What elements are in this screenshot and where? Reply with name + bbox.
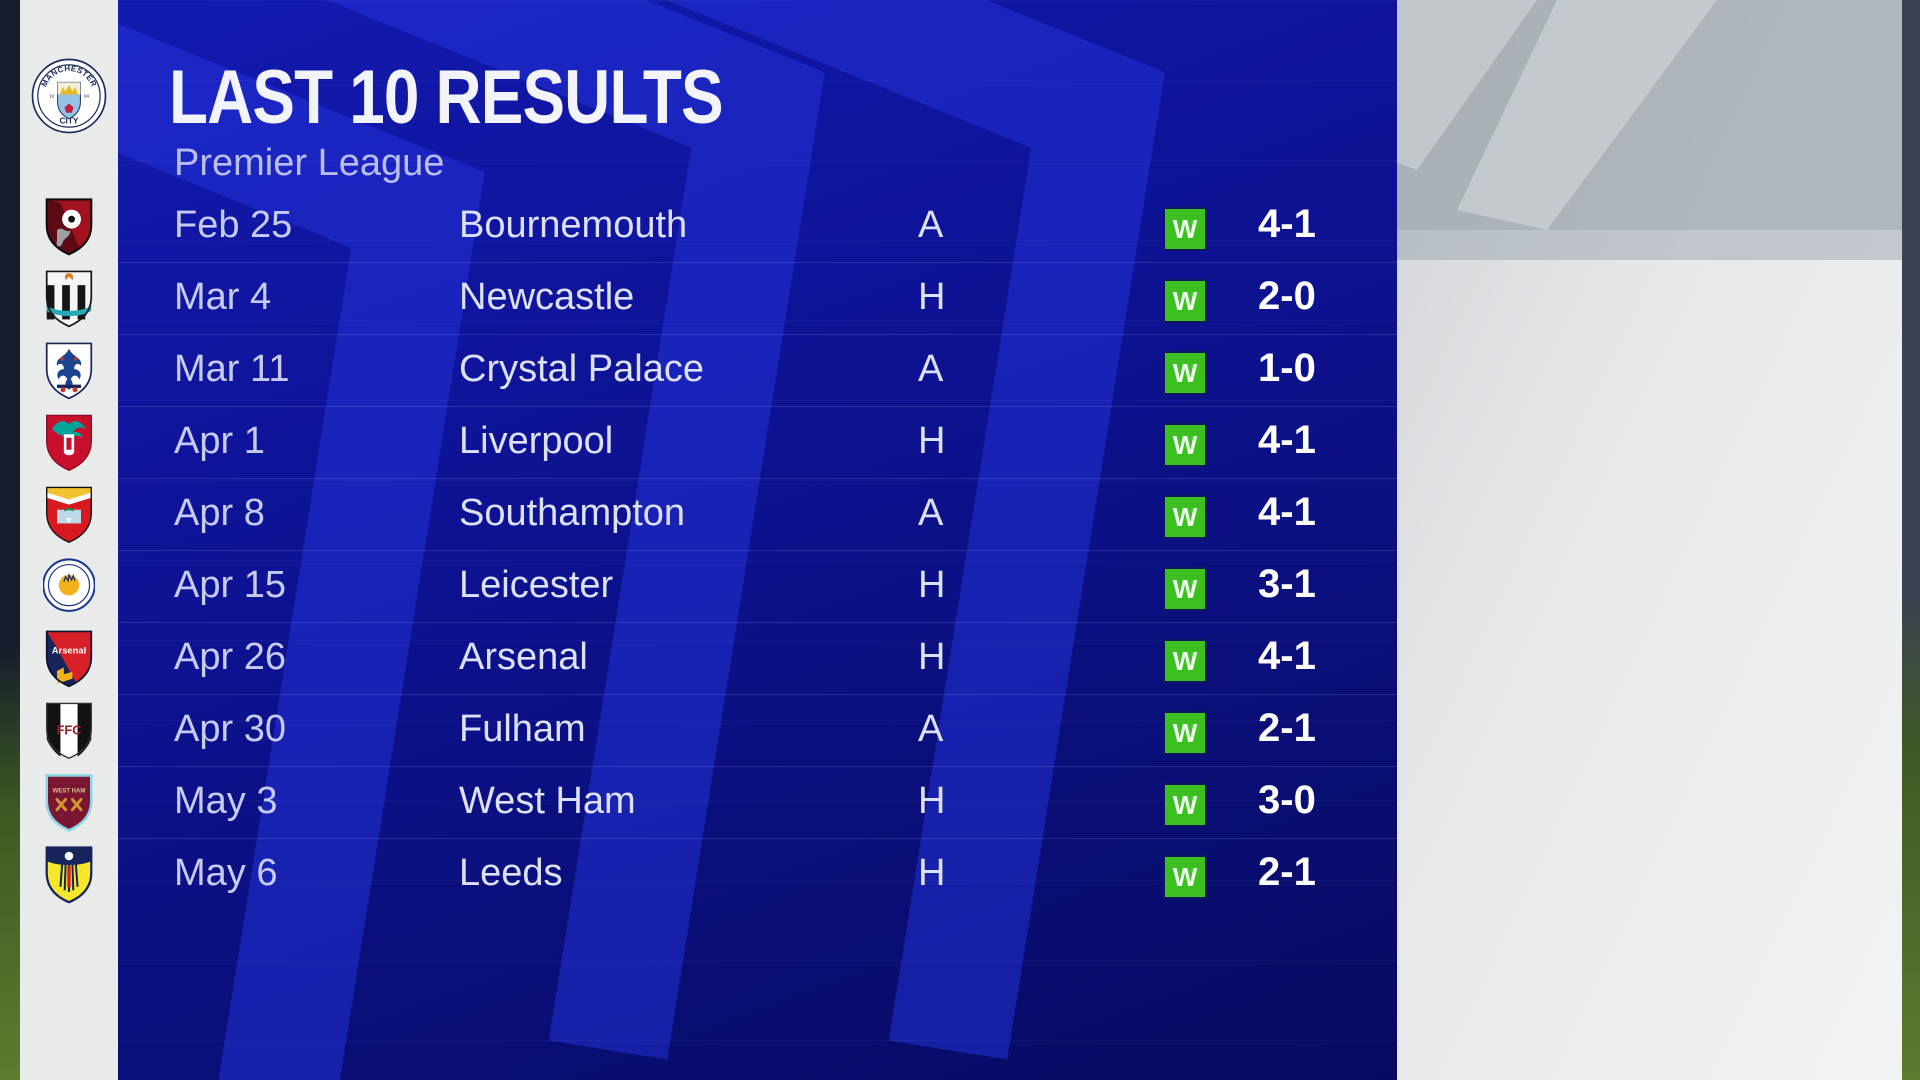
svg-text:WEST HAM: WEST HAM — [53, 789, 86, 795]
svg-text:FFC: FFC — [57, 722, 82, 737]
svg-text:94: 94 — [84, 94, 90, 99]
svg-text:Arsenal: Arsenal — [52, 645, 87, 656]
svg-text:19: 19 — [49, 94, 55, 99]
